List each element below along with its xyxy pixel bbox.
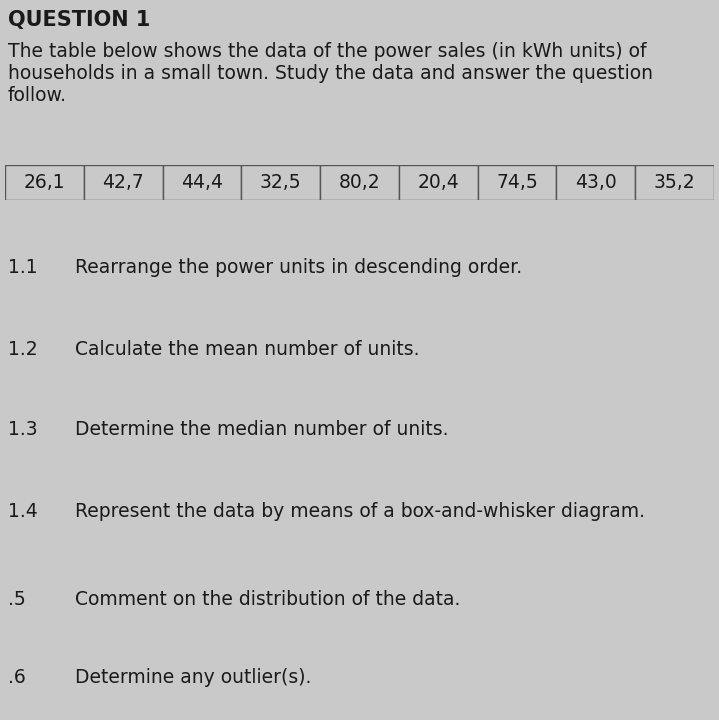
Text: Determine the median number of units.: Determine the median number of units. [75, 420, 449, 439]
Text: households in a small town. Study the data and answer the question: households in a small town. Study the da… [8, 64, 653, 83]
Bar [162, 165, 242, 200]
Bar [320, 165, 399, 200]
Text: .6: .6 [8, 668, 26, 687]
Text: Comment on the distribution of the data.: Comment on the distribution of the data. [75, 590, 460, 609]
Bar [477, 165, 557, 200]
Text: Represent the data by means of a box-and-whisker diagram.: Represent the data by means of a box-and… [75, 502, 645, 521]
Text: 1.2: 1.2 [8, 340, 37, 359]
Text: follow.: follow. [8, 86, 67, 105]
Bar [5, 165, 84, 200]
Text: 1.1: 1.1 [8, 258, 37, 277]
Bar [635, 165, 714, 200]
Text: .5: .5 [8, 590, 26, 609]
Text: QUESTION 1: QUESTION 1 [8, 10, 150, 30]
Bar [242, 165, 320, 200]
Text: 35,2: 35,2 [654, 173, 695, 192]
Text: 20,4: 20,4 [418, 173, 459, 192]
Text: 1.4: 1.4 [8, 502, 38, 521]
Text: 42,7: 42,7 [102, 173, 144, 192]
Bar [399, 165, 477, 200]
Text: 44,4: 44,4 [181, 173, 223, 192]
Text: 1.3: 1.3 [8, 420, 37, 439]
Text: Determine any outlier(s).: Determine any outlier(s). [75, 668, 311, 687]
Text: 74,5: 74,5 [496, 173, 538, 192]
Text: 43,0: 43,0 [575, 173, 617, 192]
Bar [84, 165, 162, 200]
Text: 32,5: 32,5 [260, 173, 301, 192]
Text: 80,2: 80,2 [339, 173, 380, 192]
Bar [557, 165, 635, 200]
Text: Calculate the mean number of units.: Calculate the mean number of units. [75, 340, 419, 359]
Text: The table below shows the data of the power sales (in kWh units) of: The table below shows the data of the po… [8, 42, 646, 61]
Text: 26,1: 26,1 [24, 173, 65, 192]
Text: Rearrange the power units in descending order.: Rearrange the power units in descending … [75, 258, 522, 277]
